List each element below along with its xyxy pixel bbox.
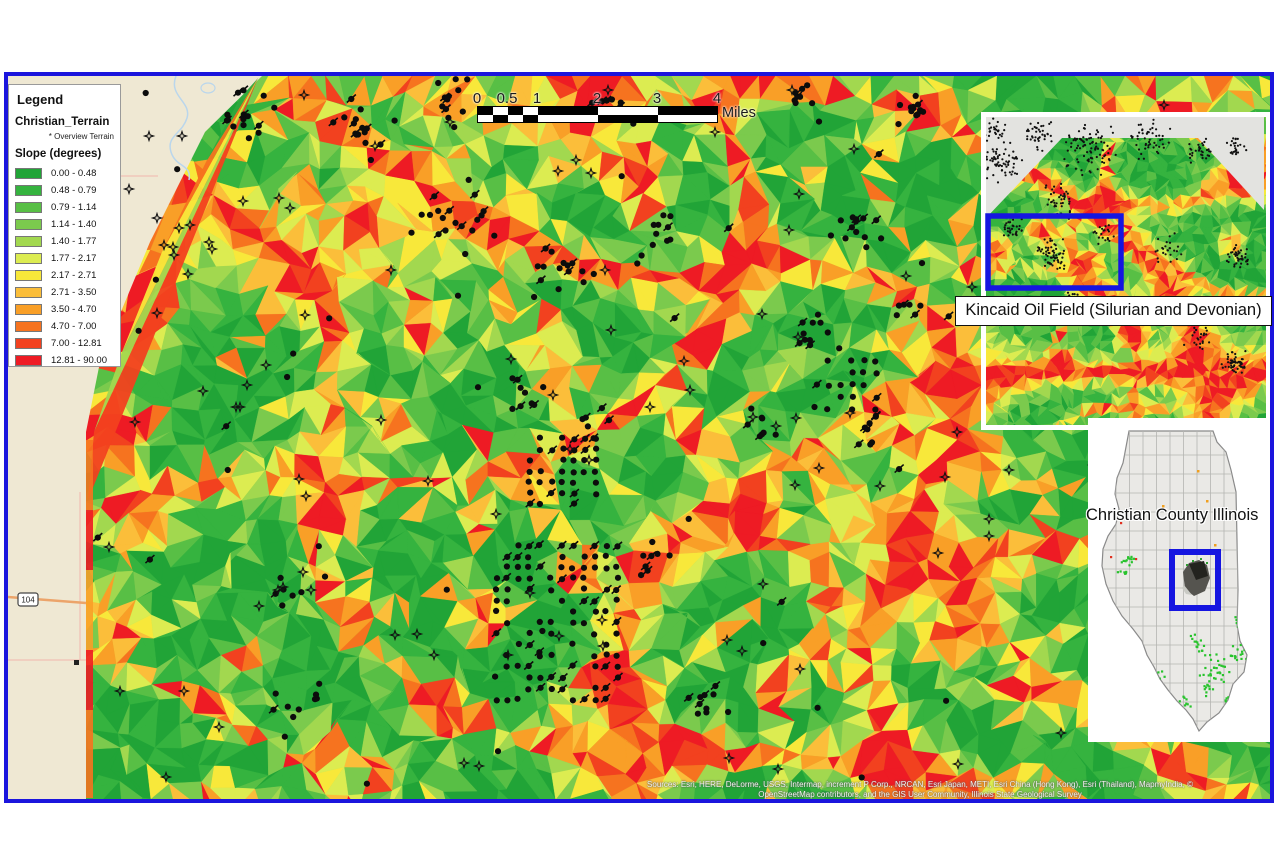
tin-edge-fan: [86, 78, 258, 798]
legend-class-row: 3.50 - 4.70: [15, 301, 116, 318]
study-area-extent-rectangle: [985, 213, 1124, 291]
legend-class-row: 4.70 - 7.00: [15, 318, 116, 335]
legend-class-label: 12.81 - 90.00: [51, 355, 107, 366]
scale-bar-segment: [478, 114, 493, 122]
scale-bar-segment: [598, 107, 658, 115]
legend-class-row: 2.71 - 3.50: [15, 284, 116, 301]
scale-bar-segment: [493, 107, 508, 115]
scale-bar: [477, 106, 718, 123]
legend-class-label: 0.00 - 0.48: [51, 168, 97, 179]
scale-bar-segment: [598, 114, 658, 122]
map-attribution: Sources: Esri, HERE, DeLorme, USGS, Inte…: [540, 780, 1279, 799]
legend-class-row: 7.00 - 12.81: [15, 335, 116, 352]
legend-layer-name: Christian_Terrain: [15, 116, 110, 128]
scale-tick-label: 0: [472, 90, 482, 107]
scale-tick-label: 4: [712, 90, 722, 107]
legend-class-row: 0.48 - 0.79: [15, 182, 116, 199]
christian-county-extent-rectangle: [1169, 549, 1221, 611]
legend-class-swatch: [15, 287, 42, 298]
legend-panel: Legend Christian_Terrain * Overview Terr…: [8, 84, 121, 367]
scale-bar-unit-label: Miles: [722, 105, 756, 121]
legend-class-label: 2.17 - 2.71: [51, 270, 97, 281]
legend-class-swatch: [15, 202, 42, 213]
legend-class-label: 0.48 - 0.79: [51, 185, 97, 196]
legend-class-list: 0.00 - 0.48 0.48 - 0.79 0.79 - 1.14 1.14 - …: [15, 165, 116, 369]
route-shield: [17, 592, 39, 607]
well-location-diamond-symbols: [102, 83, 1181, 784]
scale-bar-segment: [493, 114, 508, 122]
legend-class-swatch: [15, 236, 42, 247]
scale-tick-label: 2: [592, 90, 602, 107]
scale-bar-row: [478, 107, 717, 115]
terrain-map-canvas: 1 0 4: [8, 76, 1270, 799]
county-terrain-thumbnail: [1182, 558, 1210, 596]
legend-class-swatch: [15, 338, 42, 349]
scale-bar-segment: [538, 107, 598, 115]
scale-bar-segment: [508, 107, 523, 115]
scale-bar-segment: [523, 107, 538, 115]
legend-class-row: 1.40 - 1.77: [15, 233, 116, 250]
legend-class-row: 0.79 - 1.14: [15, 199, 116, 216]
scale-tick-label: 0.5: [496, 90, 518, 107]
legend-class-swatch: [15, 355, 42, 366]
legend-class-label: 2.71 - 3.50: [51, 287, 97, 298]
legend-class-swatch: [15, 219, 42, 230]
scale-tick-label: 1: [532, 90, 542, 107]
scale-tick-label: 3: [652, 90, 662, 107]
legend-class-label: 4.70 - 7.00: [51, 321, 97, 332]
legend-class-label: 1.14 - 1.40: [51, 219, 97, 230]
scale-bar-segment: [658, 107, 717, 115]
kincaid-inset-label: Kincaid Oil Field (Silurian and Devonian…: [955, 296, 1272, 326]
scale-bar-segment: [478, 107, 493, 115]
legend-class-label: 1.77 - 2.17: [51, 253, 97, 264]
legend-class-label: 0.79 - 1.14: [51, 202, 97, 213]
legend-class-row: 2.17 - 2.71: [15, 267, 116, 284]
legend-class-row: 1.14 - 1.40: [15, 216, 116, 233]
legend-class-row: 12.81 - 90.00: [15, 352, 116, 369]
scale-bar-segment: [523, 114, 538, 122]
route-shield-number: 104: [21, 596, 35, 605]
legend-class-row: 0.00 - 0.48: [15, 165, 116, 182]
legend-class-swatch: [15, 304, 42, 315]
illinois-inset-label: Christian County Illinois: [1086, 506, 1259, 524]
attribution-line-2: OpenStreetMap contributors, and the GIS …: [758, 789, 1082, 799]
legend-class-row: 1.77 - 2.17: [15, 250, 116, 267]
attribution-line-1: Sources: Esri, HERE, DeLorme, USGS, Inte…: [647, 780, 1193, 789]
legend-class-swatch: [15, 253, 42, 264]
scale-bar-row: [478, 114, 717, 122]
legend-class-label: 3.50 - 4.70: [51, 304, 97, 315]
kincaid-overview-inset: [981, 112, 1270, 430]
scale-bar-segment: [658, 114, 717, 122]
scale-bar-segment: [538, 114, 598, 122]
scale-bar-segment: [508, 114, 523, 122]
legend-class-label: 1.40 - 1.77: [51, 236, 97, 247]
legend-title: Legend: [17, 92, 64, 107]
legend-class-swatch: [15, 270, 42, 281]
legend-class-label: 7.00 - 12.81: [51, 338, 102, 349]
map-frame: 1 0 4: [4, 72, 1274, 803]
legend-class-swatch: [15, 185, 42, 196]
legend-section-title: Slope (degrees): [15, 148, 102, 160]
legend-sublayer-note: * Overview Terrain: [48, 132, 114, 141]
legend-class-swatch: [15, 168, 42, 179]
legend-class-swatch: [15, 321, 42, 332]
illinois-inset: [1088, 418, 1270, 742]
